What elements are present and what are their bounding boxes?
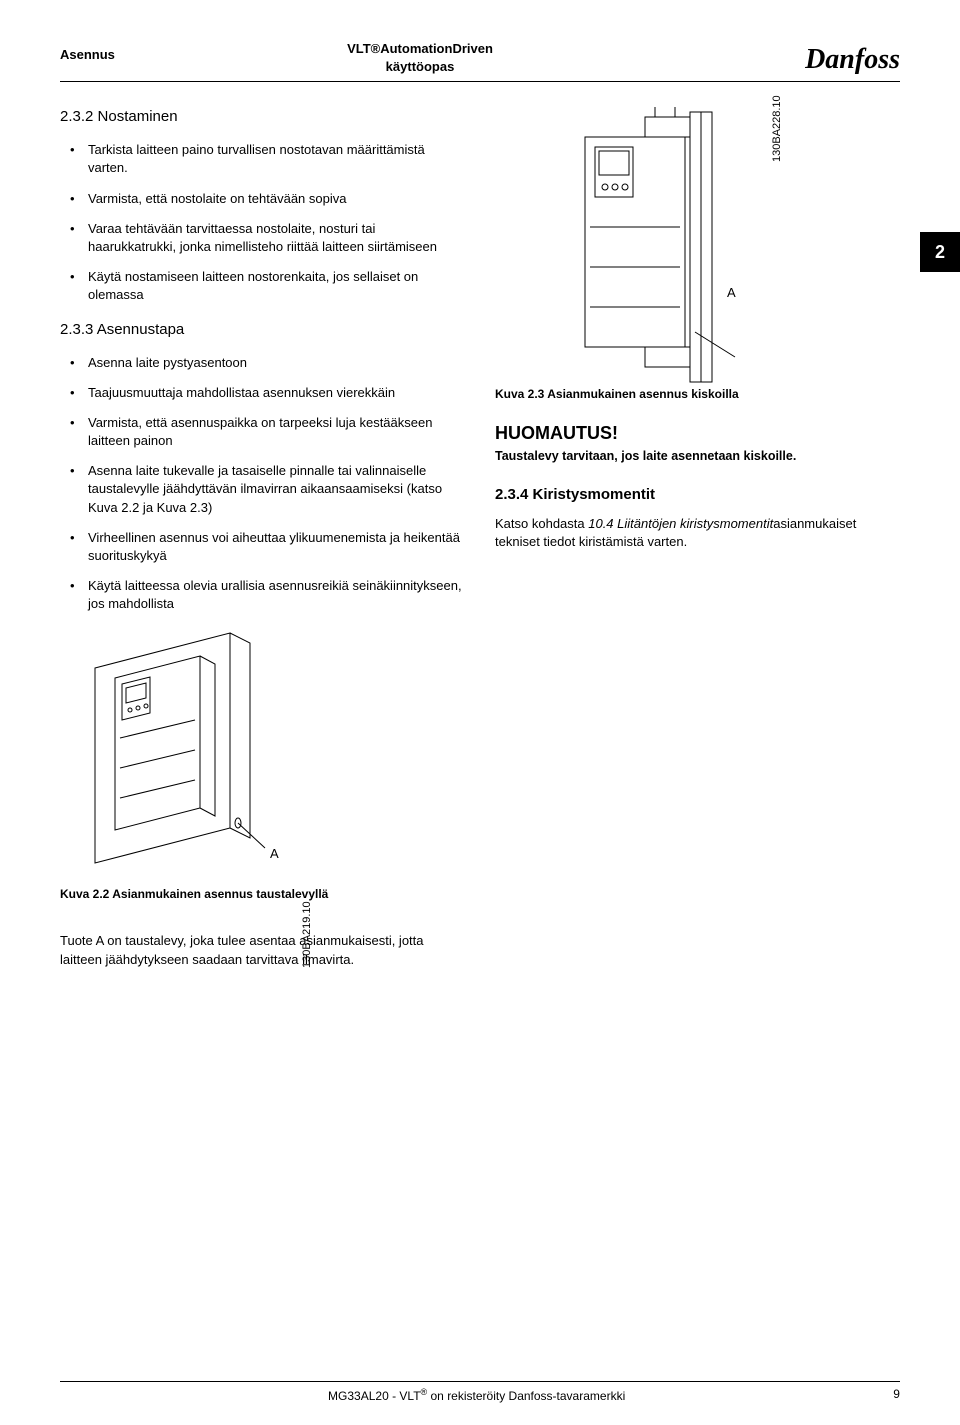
right-column: 2: [495, 102, 900, 981]
page-header: Asennus VLT®AutomationDriven käyttöopas …: [60, 40, 900, 82]
section-heading-234: 2.3.4 Kiristysmomentit: [495, 484, 900, 505]
paragraph-kiristys: Katso kohdasta 10.4 Liitäntöjen kiristys…: [495, 515, 900, 551]
list-item: Varmista, että nostolaite on tehtävään s…: [60, 190, 465, 208]
figure-23: A 130BA228.10: [495, 102, 900, 382]
note-body: Taustalevy tarvitaan, jos laite asenneta…: [495, 448, 900, 466]
header-title-line2: käyttöopas: [386, 59, 455, 74]
text-italic-ref: 10.4 Liitäntöjen kiristysmomentit: [588, 516, 773, 531]
device-diagram-icon: A: [90, 628, 310, 878]
header-title-line1: VLT®AutomationDriven: [347, 41, 493, 56]
footer-page-number: 9: [893, 1386, 900, 1405]
figure-code-label: 130BA228.10: [770, 96, 785, 163]
list-item: Tarkista laitteen paino turvallisen nost…: [60, 141, 465, 177]
bullet-list-top: Tarkista laitteen paino turvallisen nost…: [60, 141, 465, 304]
figure-code-label: 130BA219.10: [300, 901, 315, 968]
note-title: HUOMAUTUS!: [495, 421, 900, 446]
list-item: Asenna laite tukevalle ja tasaiselle pin…: [60, 462, 465, 517]
list-item: Taajuusmuuttaja mahdollistaa asennuksen …: [60, 384, 465, 402]
list-item: Varmista, että asennuspaikka on tarpeeks…: [60, 414, 465, 450]
figure-22: A 130BA219.10: [90, 628, 465, 878]
danfoss-logo: Danfoss: [805, 44, 900, 75]
list-item: Virheellinen asennus voi aiheuttaa yliku…: [60, 529, 465, 565]
device-rail-diagram-icon: A: [495, 102, 775, 392]
list-item: Asenna laite pystyasentoon: [60, 354, 465, 372]
footer-center: MG33AL20 - VLT® on rekisteröity Danfoss-…: [328, 1386, 625, 1405]
list-item: Käytä laitteessa olevia urallisia asennu…: [60, 577, 465, 613]
text-pre: Katso kohdasta: [495, 516, 588, 531]
page-footer: MG33AL20 - VLT® on rekisteröity Danfoss-…: [60, 1381, 900, 1405]
paragraph-backplate: Tuote A on taustalevy, joka tulee asenta…: [60, 932, 465, 968]
list-item: Varaa tehtävään tarvittaessa nostolaite,…: [60, 220, 465, 256]
section-heading-232: 2.3.2 Nostaminen: [60, 106, 465, 127]
chapter-tab: 2: [920, 232, 960, 272]
header-title: VLT®AutomationDriven käyttöopas: [35, 40, 805, 76]
bullet-list-mid: Asenna laite pystyasentoon Taajuusmuutta…: [60, 354, 465, 614]
footer-text-post: on rekisteröity Danfoss-tavaramerkki: [427, 1389, 625, 1403]
figure-letter-a: A: [727, 285, 736, 300]
list-item: Käytä nostamiseen laitteen nostorenkaita…: [60, 268, 465, 304]
footer-text-pre: MG33AL20 - VLT: [328, 1389, 420, 1403]
main-columns: 2.3.2 Nostaminen Tarkista laitteen paino…: [60, 102, 900, 981]
section-heading-233: 2.3.3 Asennustapa: [60, 319, 465, 340]
page: Asennus VLT®AutomationDriven käyttöopas …: [0, 0, 960, 1425]
left-column: 2.3.2 Nostaminen Tarkista laitteen paino…: [60, 102, 465, 981]
figure-letter-a: A: [270, 846, 279, 861]
header-logo-wrap: Danfoss: [805, 40, 900, 79]
figure-22-caption: Kuva 2.2 Asianmukainen asennus taustalev…: [60, 886, 465, 903]
